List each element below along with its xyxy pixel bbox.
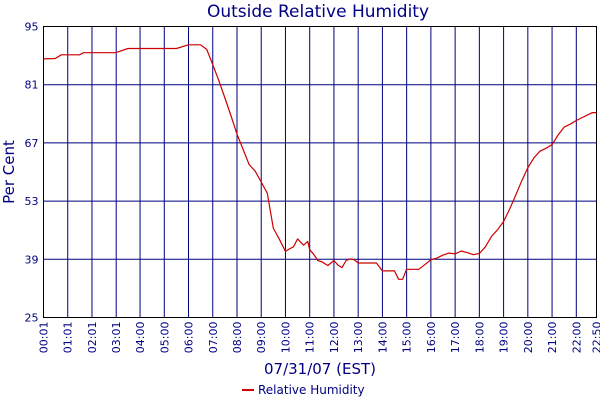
y-tick-label: 39	[25, 253, 39, 266]
x-tick-label: 11:00	[304, 322, 317, 354]
legend-label: Relative Humidity	[258, 383, 365, 397]
x-tick-label: 02:01	[86, 322, 99, 354]
y-tick-label: 25	[25, 312, 39, 325]
x-tick-label: 15:00	[401, 322, 414, 354]
x-tick-label: 13:00	[352, 322, 365, 354]
x-tick-label: 01:01	[62, 322, 75, 354]
x-tick-label: 04:00	[134, 322, 147, 354]
y-tick-label: 95	[25, 21, 39, 34]
y-axis-ticks: 95 81 67 53 39 25	[25, 21, 39, 325]
x-tick-label: 22:50	[591, 322, 600, 354]
x-tick-label: 16:00	[425, 322, 438, 354]
x-tick-label: 10:00	[279, 322, 292, 354]
x-tick-label: 09:00	[255, 322, 268, 354]
x-tick-label: 14:00	[376, 322, 389, 354]
y-axis-title: Per Cent	[0, 140, 18, 204]
x-tick-label: 00:01	[38, 322, 51, 354]
plot-frame	[43, 26, 597, 318]
x-axis-title: 07/31/07 (EST)	[264, 360, 376, 378]
x-tick-label: 19:00	[498, 322, 511, 354]
y-tick-label: 67	[25, 137, 39, 150]
x-tick-label: 06:00	[183, 322, 196, 354]
legend: Relative Humidity	[242, 383, 365, 397]
grid	[43, 26, 597, 318]
y-tick-label: 53	[25, 195, 39, 208]
series-group	[43, 44, 597, 280]
x-axis-ticks: 00:01 01:01 02:01 03:01 04:00 05:00 06:00 07:00…	[38, 322, 600, 354]
x-tick-label: 18:00	[473, 322, 486, 354]
x-tick-label: 05:00	[158, 322, 171, 354]
x-tick-label: 22:00	[570, 322, 583, 354]
x-tick-label: 21:00	[546, 322, 559, 354]
series-line	[43, 44, 597, 280]
x-tick-label: 20:00	[522, 322, 535, 354]
x-tick-label: 07:00	[207, 322, 220, 354]
chart-title: Outside Relative Humidity	[207, 2, 429, 22]
x-tick-label: 17:00	[449, 322, 462, 354]
x-tick-label: 08:00	[231, 322, 244, 354]
y-tick-label: 81	[25, 79, 39, 92]
x-tick-label: 03:01	[110, 322, 123, 354]
x-tick-label: 12:00	[328, 322, 341, 354]
